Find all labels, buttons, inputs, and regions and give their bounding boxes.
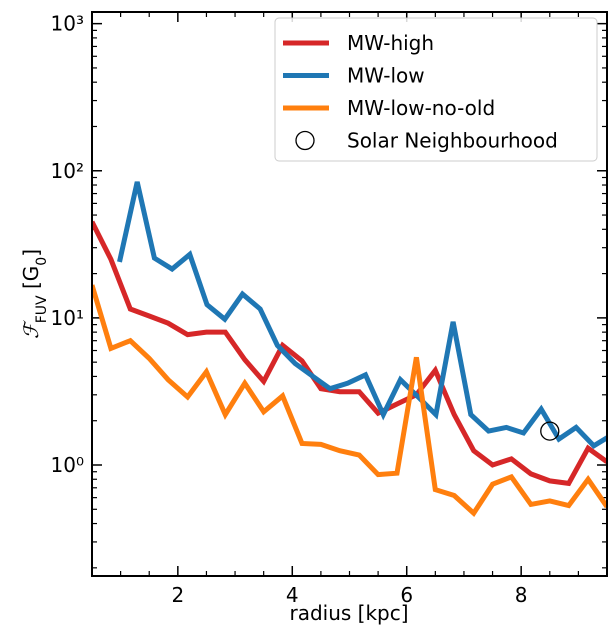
x-tick-label: 4: [286, 583, 299, 607]
x-tick-label: 6: [400, 583, 413, 607]
y-label-close: ]: [19, 249, 43, 257]
y-label-sub: FUV: [34, 295, 50, 323]
series-line: [92, 220, 607, 487]
legend: MW-high MW-low MW-low-no-old Solar Neighbou…: [274, 17, 598, 162]
legend-label: Solar Neighbourhood: [347, 129, 558, 153]
legend-box: [274, 17, 598, 162]
legend-marker: [295, 130, 315, 151]
y-label-unit-sub: 0: [34, 257, 50, 266]
y-label-unit: [G: [19, 266, 43, 296]
y-label-symbol: ℱ: [19, 320, 43, 339]
x-axis-label: radius [kpc]: [289, 601, 408, 625]
series-line: [92, 284, 607, 518]
x-tick-label: 8: [515, 583, 528, 607]
y-tick-label: 10³: [51, 12, 84, 36]
legend-label: MW-high: [347, 31, 434, 55]
plot-area: [92, 181, 607, 518]
y-tick-label: 10⁰: [51, 453, 84, 477]
legend-label: MW-low-no-old: [347, 96, 495, 120]
y-tick-label: 10²: [51, 159, 84, 183]
legend-label: MW-low: [347, 64, 425, 88]
data-point: [540, 421, 560, 441]
y-tick-label: 10¹: [51, 306, 84, 330]
series-line: [117, 181, 607, 449]
plot-frame: [91, 11, 608, 577]
y-axis-label: ℱFUV [G0]: [19, 249, 50, 339]
x-tick-label: 2: [171, 583, 184, 607]
